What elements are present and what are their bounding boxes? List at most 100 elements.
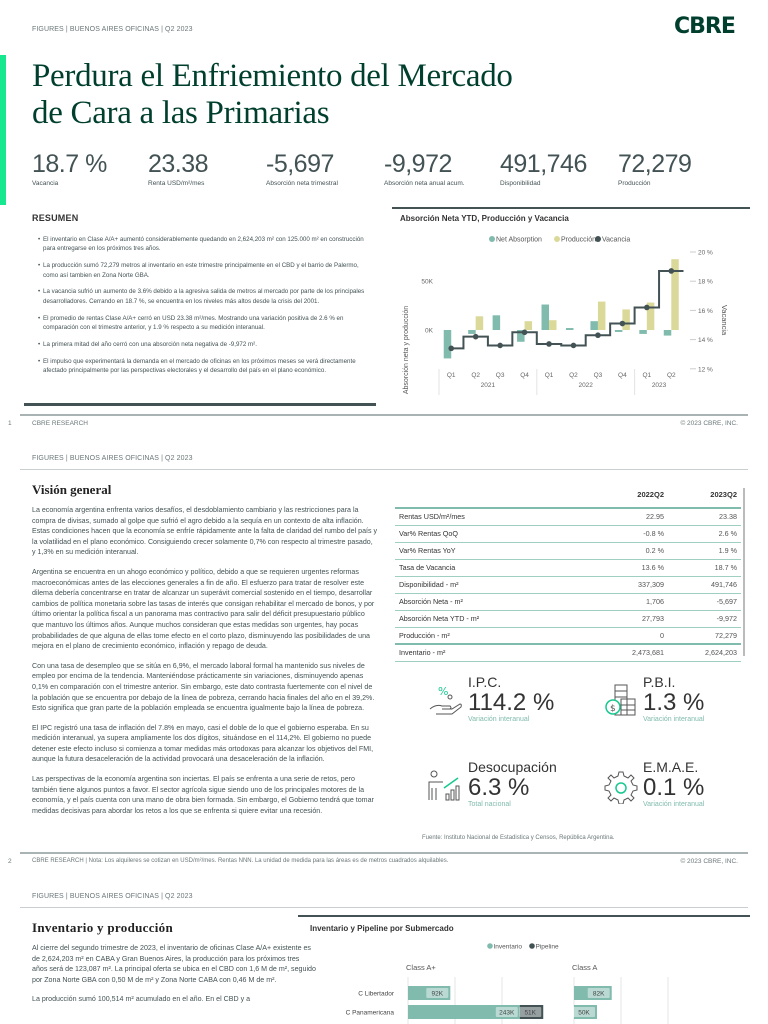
y-tick-label: 50K: [421, 279, 433, 286]
summary-bullet: El inventario en Clase A/A+ aumentó cons…: [38, 235, 372, 254]
footer-rule: [20, 852, 748, 854]
summary-bullet: La vacancia sufrió un aumento de 3.6% de…: [38, 287, 372, 306]
summary-heading: RESUMEN: [32, 213, 79, 223]
stat-value: 72,279: [618, 150, 692, 178]
indicator-value: 0.1 %: [643, 774, 705, 801]
stat-label: Vacancia: [32, 180, 59, 187]
vacancy-point: [619, 320, 626, 327]
stat-label: Producción: [618, 180, 651, 187]
summary-bullet: El promedio de rentas Clase A/A+ cerró e…: [38, 314, 372, 333]
y2-tick-label: 12 %: [698, 366, 713, 373]
table-cell-value: -5,697: [668, 593, 741, 611]
page-number: 2: [8, 858, 12, 865]
inventario-bar: [574, 1005, 597, 1019]
pipeline-bar: [519, 1005, 544, 1019]
footer-rule: [20, 414, 748, 416]
stat-0: 18.7 % Vacancia: [32, 150, 107, 187]
vacancy-point: [521, 329, 528, 336]
vacancy-point: [448, 345, 455, 352]
indicator-value: 114.2 %: [468, 689, 555, 716]
inventario-bar: [408, 986, 451, 1000]
table-cell-value: 491,746: [668, 576, 741, 594]
x-tick-label: Q3: [496, 372, 505, 379]
table-cell-value: 13.6 %: [595, 559, 668, 577]
table-cell-value: 22.95: [595, 508, 668, 526]
indicator-emae: E.M.A.E. 0.1 % Variación interanual: [595, 759, 745, 820]
indicator-subtitle: Variación interanual: [468, 716, 530, 723]
table-cell-label: Absorción Neta YTD - m²: [395, 610, 595, 628]
production-bar: [475, 316, 484, 330]
table-row: Absorción Neta YTD - m² 27,793 -9,972: [395, 610, 741, 628]
paragraph: La producción sumó 100,514 m² acumulado …: [32, 995, 251, 1004]
x-tick-label: Q1: [642, 372, 651, 379]
inventory-text: Al cierre del segundo trimestre de 2023,…: [32, 943, 316, 1014]
source-note: Fuente: Instituto Nacional de Estadistic…: [422, 835, 615, 841]
table-row: Rentas USD/m²/mes 22.95 23.38: [395, 508, 741, 526]
stat-5: 72,279 Producción: [618, 150, 692, 187]
net-absorption-bar: [614, 330, 623, 332]
vacancy-point: [472, 333, 479, 340]
stat-value: 23.38: [148, 150, 209, 178]
table-cell-value: 2.6 %: [668, 525, 741, 543]
x-tick-label: Q2: [471, 372, 480, 379]
table-scrollbar[interactable]: [743, 488, 745, 656]
summary-bullet: La primera mitad del año cerró con una a…: [38, 340, 372, 350]
table-cell-value: 27,793: [595, 610, 668, 628]
stat-value: -9,972: [384, 150, 452, 178]
svg-text:%: %: [438, 685, 448, 698]
title-line-2: de Cara a las Primarias: [32, 95, 330, 131]
data-label-bg: [495, 1007, 518, 1017]
legend-swatch: [487, 943, 493, 949]
chart-title: Absorción Neta YTD, Producción y Vacanci…: [400, 214, 569, 223]
table-cell-label: Absorción Neta - m²: [395, 593, 595, 611]
legend-swatch: [554, 236, 560, 242]
header-rule: [20, 907, 748, 908]
paragraph: La economía argentina enfrenta varios de…: [32, 506, 378, 557]
x-tick-label: Q3: [594, 372, 603, 379]
y2-tick-label: 16 %: [698, 308, 713, 315]
x-tick-label: Q1: [447, 372, 456, 379]
stat-value: 18.7 %: [32, 150, 107, 178]
summary-box: RESUMEN El inventario en Clase A/A+ aume…: [24, 207, 376, 406]
title-line-1: Perdura el Enfriemiento del Mercado: [32, 58, 513, 94]
column-header: 2022Q2: [637, 490, 664, 499]
table-row: Disponibilidad - m² 337,309 491,746: [395, 576, 741, 594]
absorption-chart: Absorción Neta YTD, Producción y Vacanci…: [392, 207, 750, 406]
legend-label: Vacancia: [602, 237, 630, 244]
x-tick-label: Q4: [618, 372, 627, 379]
y2-axis-label: Vacancia: [720, 305, 729, 336]
stat-value: 491,746: [500, 150, 587, 178]
footer-left: CBRE RESEARCH | Nota: Los alquileres se …: [32, 858, 449, 864]
footer-copyright: © 2023 CBRE, INC.: [680, 420, 738, 427]
indicator-desocupacin: Desocupación 6.3 % Total nacional: [420, 759, 570, 820]
table-cell-value: 0: [595, 627, 668, 645]
data-label-bg: [573, 1007, 595, 1017]
page-header: FIGURES | BUENOS AIRES OFICINAS | Q2 202…: [32, 455, 193, 462]
page-header: FIGURES | BUENOS AIRES OFICINAS | Q2 202…: [32, 893, 193, 900]
pipeline-chart: Inventario y Pipeline por Submercado Inv…: [298, 915, 750, 1024]
cbre-logo: CBRE: [674, 14, 736, 39]
person-chart-icon: [426, 768, 466, 809]
year-label: 2022: [578, 382, 593, 389]
net-absorption-bar: [492, 315, 501, 330]
indicator-ipc: % I.P.C. 114.2 % Variación interanual: [420, 674, 570, 735]
x-tick-label: Q2: [667, 372, 676, 379]
chart-svg: Inventario Pipeline Class A+ Class A C Liber…: [346, 943, 669, 1024]
production-bar: [646, 302, 655, 330]
table-cell-value: -0.8 %: [595, 525, 668, 543]
data-label-bg: [426, 988, 449, 998]
stat-value: -5,697: [266, 150, 334, 178]
table-row: Var% Rentas QoQ -0.8 % 2.6 %: [395, 525, 741, 543]
table-cell-value: 72,279: [668, 627, 741, 645]
panel-title: Class A: [572, 963, 597, 972]
table-cell-value: 2,624,203: [668, 644, 741, 662]
data-label: 92K: [432, 991, 444, 998]
table-cell-label: Tasa de Vacancia: [395, 559, 595, 577]
production-bar: [671, 259, 679, 330]
indicator-subtitle: Variación interanual: [643, 801, 705, 808]
legend-swatch: [489, 236, 495, 242]
legend-swatch: [595, 236, 601, 242]
column-header: 2023Q2: [710, 490, 737, 499]
x-tick-label: Q4: [520, 372, 529, 379]
stat-2: -5,697 Absorción neta trimestral: [266, 150, 338, 187]
